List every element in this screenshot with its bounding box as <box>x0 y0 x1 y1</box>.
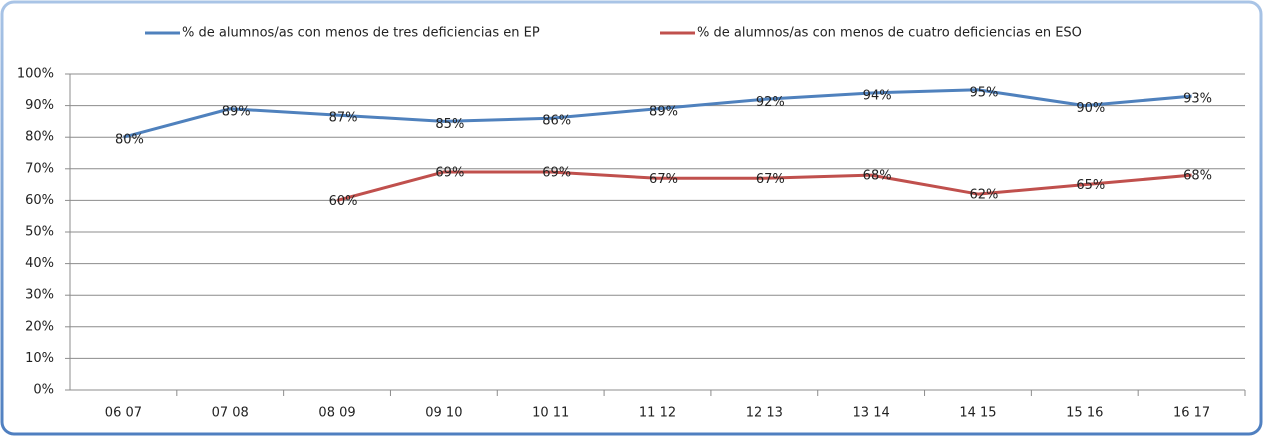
x-tick-label: 06 07 <box>105 406 142 421</box>
value-label: 80% <box>115 133 144 148</box>
x-tick-label: 14 15 <box>959 406 996 421</box>
y-tick-label: 90% <box>25 98 54 113</box>
value-label: 69% <box>435 165 464 180</box>
y-tick-label: 10% <box>25 351 54 366</box>
value-label: 90% <box>1076 101 1105 116</box>
y-tick-label: 70% <box>25 161 54 176</box>
series-line <box>336 170 1192 202</box>
value-label: 65% <box>1076 178 1105 193</box>
y-tick-label: 50% <box>25 225 54 240</box>
y-tick-label: 0% <box>33 383 54 398</box>
series-line <box>123 88 1192 139</box>
x-tick-label: 13 14 <box>853 406 890 421</box>
y-tick-label: 80% <box>25 130 54 145</box>
value-label: 89% <box>222 104 251 119</box>
value-label: 68% <box>1183 169 1212 184</box>
x-tick-label: 10 11 <box>532 406 569 421</box>
x-tick-label: 11 12 <box>639 406 676 421</box>
y-tick-label: 60% <box>25 193 54 208</box>
value-label: 92% <box>756 95 785 110</box>
legend-label: % de alumnos/as con menos de tres defici… <box>182 26 540 41</box>
value-label: 69% <box>542 165 571 180</box>
x-tick-label: 16 17 <box>1173 406 1210 421</box>
y-tick-label: 100% <box>17 67 54 82</box>
value-label: 87% <box>329 111 358 126</box>
y-tick-label: 20% <box>25 319 54 334</box>
x-tick-label: 07 08 <box>212 406 249 421</box>
value-label: 93% <box>1183 92 1212 107</box>
x-tick-label: 12 13 <box>746 406 783 421</box>
value-label: 67% <box>649 172 678 187</box>
value-label: 89% <box>649 104 678 119</box>
value-label: 95% <box>970 85 999 100</box>
x-tick-label: 15 16 <box>1066 406 1103 421</box>
value-label: 85% <box>435 117 464 132</box>
value-label: 67% <box>756 172 785 187</box>
value-label: 62% <box>970 188 999 203</box>
value-label: 68% <box>863 169 892 184</box>
x-tick-label: 08 09 <box>318 406 355 421</box>
y-tick-label: 40% <box>25 256 54 271</box>
x-tick-label: 09 10 <box>425 406 462 421</box>
value-label: 60% <box>329 194 358 209</box>
value-label: 94% <box>863 88 892 103</box>
legend-label: % de alumnos/as con menos de cuatro defi… <box>697 26 1082 41</box>
value-label: 86% <box>542 114 571 129</box>
y-tick-label: 30% <box>25 288 54 303</box>
